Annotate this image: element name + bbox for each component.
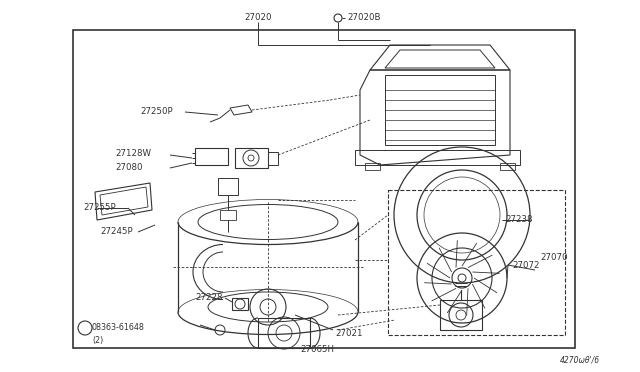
Text: 4270ωθ'/6: 4270ωθ'/6 <box>560 356 600 365</box>
Text: 27020B: 27020B <box>347 13 381 22</box>
Text: 27072: 27072 <box>512 260 540 269</box>
Text: 27228: 27228 <box>195 294 223 302</box>
Text: 27065H: 27065H <box>300 346 334 355</box>
Text: 27020: 27020 <box>244 13 272 22</box>
Text: 27238: 27238 <box>505 215 532 224</box>
Text: 27128W: 27128W <box>115 148 151 157</box>
Text: 27070: 27070 <box>540 253 568 263</box>
Text: (2): (2) <box>92 336 103 344</box>
Text: 27255P: 27255P <box>83 203 116 212</box>
Text: 08363-61648: 08363-61648 <box>92 324 145 333</box>
Text: 27021: 27021 <box>335 328 362 337</box>
Text: 27245P: 27245P <box>100 228 132 237</box>
Text: 27250P: 27250P <box>140 108 173 116</box>
Text: 27080: 27080 <box>115 164 143 173</box>
